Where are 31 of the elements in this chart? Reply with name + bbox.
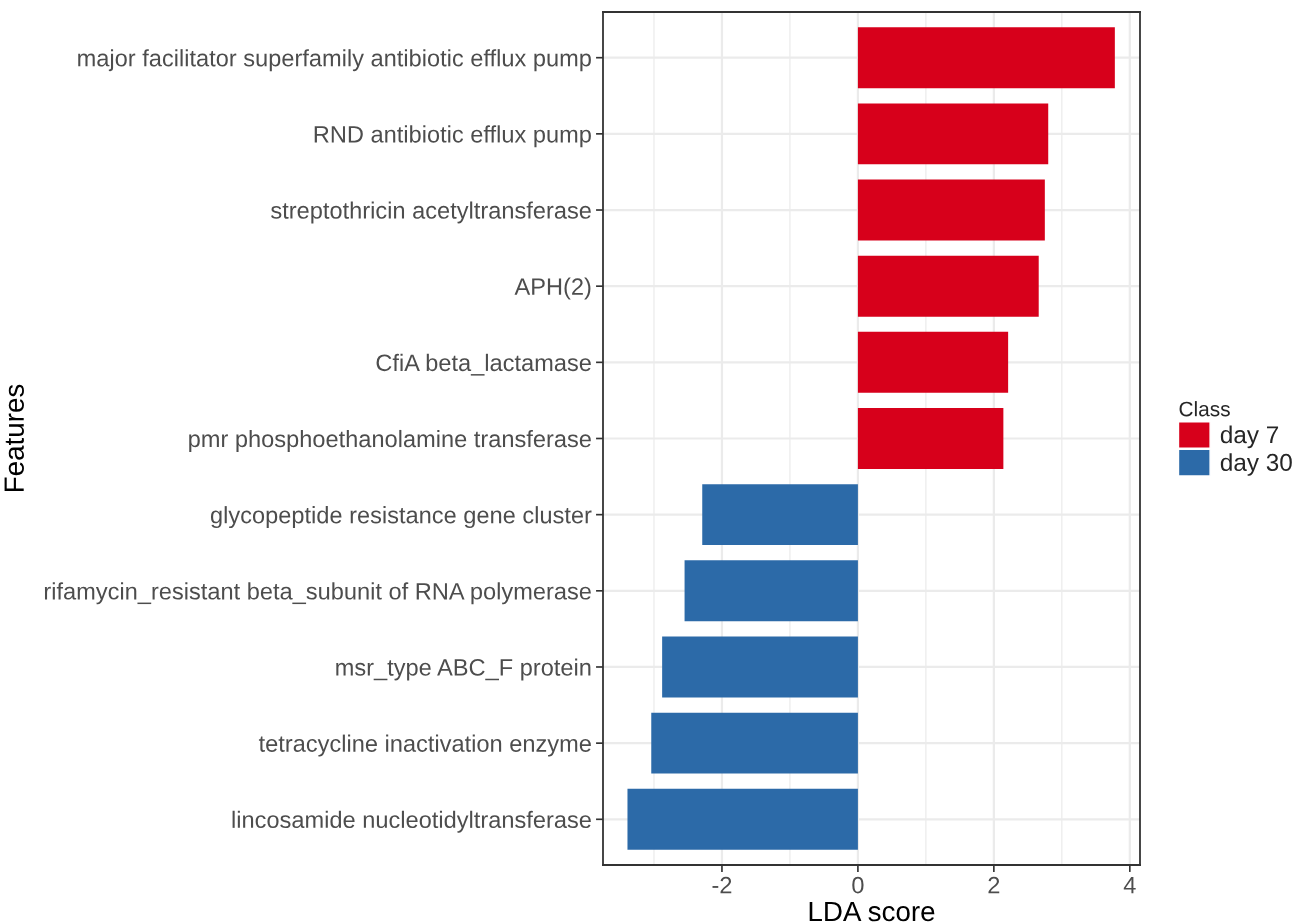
bar xyxy=(857,27,1115,89)
bar xyxy=(857,179,1045,241)
y-tick-label: glycopeptide resistance gene cluster xyxy=(210,506,592,529)
y-tick-label: RND antibiotic efflux pump xyxy=(314,125,591,148)
y-tick-label: msr_type ABC_F protein xyxy=(336,658,591,681)
y-tick-label: tetracycline inactivation enzyme xyxy=(258,734,591,757)
bar xyxy=(627,788,858,850)
x-tick-label: 0 xyxy=(852,876,864,894)
bar xyxy=(651,712,858,774)
y-tick-label: pmr phosphoethanolamine transferase xyxy=(189,429,591,452)
bar xyxy=(857,408,1004,469)
y-tick-label: lincosamide nucleotidyltransferase xyxy=(232,810,591,833)
legend-title: Class xyxy=(1179,401,1230,417)
bar xyxy=(857,255,1039,317)
y-tick-label: major facilitator superfamily antibiotic efflux pump xyxy=(78,49,591,72)
legend-label: day 30 xyxy=(1220,453,1292,476)
bar xyxy=(662,636,858,698)
y-tick-label: rifamycin_resistant beta_subunit of RNA polymerase xyxy=(44,582,591,605)
x-tick-label: -2 xyxy=(712,876,732,894)
bar xyxy=(857,331,1009,393)
bar xyxy=(702,484,858,546)
legend-label: day 7 xyxy=(1220,425,1279,449)
y-tick-label: APH(2) xyxy=(514,277,591,300)
x-axis-title: LDA score xyxy=(809,901,935,922)
bar xyxy=(857,103,1049,165)
x-tick-label: 4 xyxy=(1123,876,1136,894)
y-axis-title: Features xyxy=(4,384,24,492)
y-tick-label: CfiA beta_lactamase xyxy=(376,353,591,376)
y-tick-label: streptothricin acetyltransferase xyxy=(271,201,591,224)
x-tick-label: 2 xyxy=(988,876,1000,894)
bar xyxy=(684,560,858,622)
